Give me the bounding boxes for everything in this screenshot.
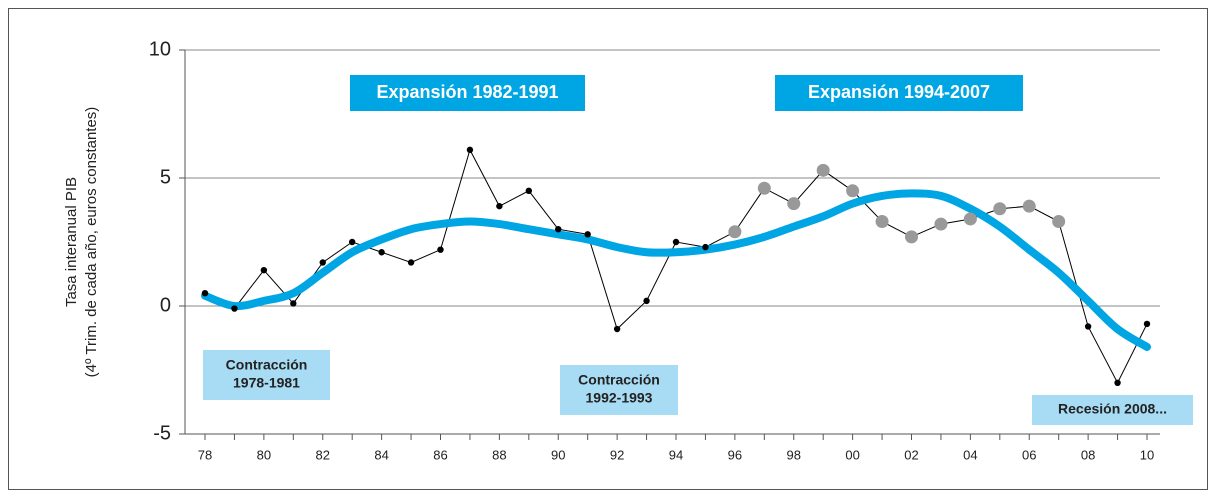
data-point bbox=[1143, 320, 1151, 328]
data-point bbox=[1114, 379, 1121, 386]
annotation-box bbox=[560, 365, 678, 415]
x-tick-label: 92 bbox=[610, 447, 624, 462]
data-point bbox=[231, 305, 238, 312]
data-point bbox=[613, 325, 621, 333]
y-tick-label: 5 bbox=[160, 166, 171, 188]
data-point bbox=[905, 230, 918, 244]
data-point bbox=[643, 297, 650, 305]
data-point bbox=[672, 238, 680, 246]
x-tick-label: 84 bbox=[374, 447, 388, 462]
annotation-box bbox=[203, 350, 330, 400]
annotation-text: Contracción bbox=[226, 357, 308, 373]
y-tick-label: 10 bbox=[149, 38, 171, 60]
x-tick-label: 86 bbox=[433, 447, 447, 462]
y-tick-label: -5 bbox=[153, 422, 171, 444]
y-axis-label: (4º Trim. de cada año, euros constantes) bbox=[83, 107, 100, 378]
x-tick-label: 10 bbox=[1140, 447, 1154, 462]
x-tick-label: 88 bbox=[492, 447, 506, 462]
data-point bbox=[348, 238, 356, 246]
data-point bbox=[525, 187, 533, 194]
y-axis-label: Tasa interanual PIB bbox=[63, 177, 80, 307]
data-point bbox=[260, 266, 268, 274]
data-point bbox=[1084, 323, 1092, 330]
x-tick-label: 80 bbox=[257, 447, 271, 462]
annotation-box bbox=[350, 75, 585, 111]
data-point bbox=[787, 197, 801, 211]
data-point bbox=[584, 231, 591, 238]
x-tick-label: 96 bbox=[728, 447, 742, 462]
annotation-box bbox=[1032, 395, 1193, 425]
x-tick-label: 78 bbox=[198, 447, 212, 462]
y-tick-label: 0 bbox=[160, 294, 171, 316]
x-tick-label: 94 bbox=[669, 447, 683, 462]
annotation-text: 1978-1981 bbox=[233, 375, 300, 391]
data-point bbox=[437, 246, 444, 253]
x-tick-label: 06 bbox=[1022, 447, 1036, 462]
data-point bbox=[555, 226, 562, 233]
data-point bbox=[407, 259, 415, 266]
x-tick-label: 82 bbox=[316, 447, 330, 462]
x-tick-label: 04 bbox=[963, 447, 977, 462]
data-point bbox=[993, 202, 1007, 216]
data-point bbox=[702, 243, 709, 251]
data-point bbox=[1052, 215, 1066, 229]
annotation-box bbox=[775, 75, 1023, 111]
data-point bbox=[728, 225, 742, 239]
data-point bbox=[934, 217, 948, 231]
data-point bbox=[201, 290, 209, 297]
x-tick-label: 98 bbox=[787, 447, 801, 462]
data-point bbox=[963, 212, 977, 226]
annotation-text: Contracción bbox=[578, 372, 660, 388]
x-tick-label: 90 bbox=[551, 447, 565, 462]
annotation-text: 1992-1993 bbox=[586, 390, 653, 406]
data-point bbox=[875, 215, 889, 229]
data-point bbox=[816, 163, 830, 177]
data-point bbox=[846, 184, 860, 198]
x-tick-label: 02 bbox=[904, 447, 918, 462]
data-point bbox=[1022, 199, 1036, 213]
annotation-text: Expansión 1982-1991 bbox=[376, 82, 558, 102]
x-tick-label: 00 bbox=[845, 447, 859, 462]
annotation-text: Recesión 2008... bbox=[1058, 401, 1167, 417]
x-tick-label: 08 bbox=[1081, 447, 1095, 462]
data-point bbox=[757, 181, 771, 195]
data-point bbox=[496, 202, 503, 210]
annotation-text: Expansión 1994-2007 bbox=[808, 82, 990, 102]
trend-line bbox=[201, 189, 1151, 351]
data-point bbox=[319, 259, 326, 266]
data-point bbox=[466, 146, 474, 154]
data-point bbox=[378, 249, 385, 256]
data-point bbox=[290, 300, 297, 307]
